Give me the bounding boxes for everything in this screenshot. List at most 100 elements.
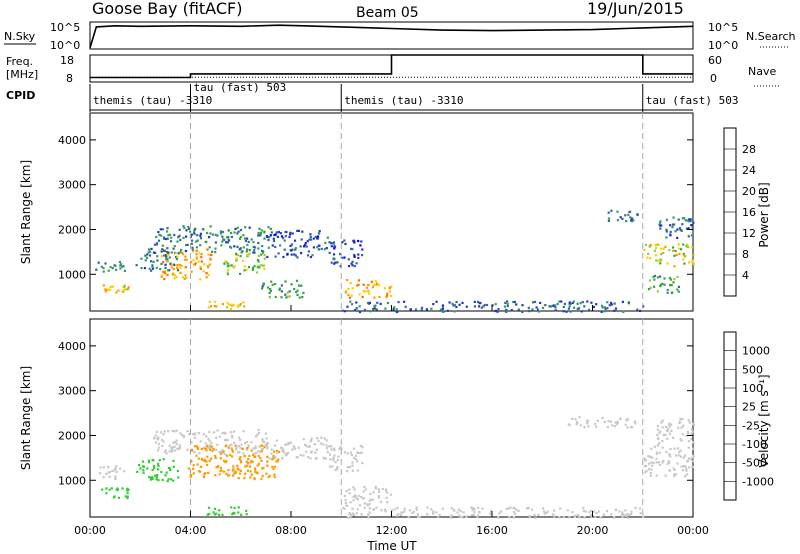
data-cell — [219, 232, 222, 235]
data-cell — [275, 439, 278, 442]
data-cell — [298, 296, 301, 299]
data-cell — [471, 508, 474, 512]
data-cell — [687, 220, 690, 223]
data-cell — [465, 305, 468, 308]
data-cell — [284, 235, 287, 238]
data-cell — [362, 283, 365, 286]
data-cell — [346, 305, 349, 308]
data-cell — [122, 290, 125, 293]
data-cell — [521, 310, 524, 314]
data-cell — [610, 209, 613, 212]
data-cell — [176, 266, 179, 269]
data-cell — [647, 468, 651, 471]
power-panel-frame — [89, 112, 694, 312]
data-cell — [578, 516, 581, 519]
data-cell — [107, 471, 110, 474]
data-cell — [233, 245, 236, 248]
data-cell — [317, 232, 320, 235]
data-cell — [655, 474, 658, 477]
data-cell — [678, 451, 681, 454]
data-cell — [102, 267, 105, 270]
data-cell — [667, 460, 670, 463]
data-cell — [218, 513, 221, 516]
data-cell — [279, 244, 282, 247]
data-cell — [691, 260, 694, 264]
data-cell — [195, 246, 198, 249]
data-cell — [590, 516, 593, 519]
data-cell — [268, 474, 271, 477]
data-cell — [385, 296, 388, 299]
data-cell — [352, 456, 356, 459]
data-cell — [190, 460, 193, 463]
data-cell — [442, 310, 445, 313]
data-cell — [249, 465, 252, 468]
data-cell — [613, 302, 616, 305]
data-cell — [246, 469, 249, 472]
data-cell — [679, 438, 682, 441]
data-cell — [218, 509, 221, 512]
data-cell — [243, 454, 246, 458]
data-cell — [105, 492, 108, 495]
data-cell — [624, 423, 627, 426]
data-cell — [256, 471, 259, 474]
data-cell — [665, 236, 668, 239]
data-cell — [606, 301, 609, 304]
data-cell — [219, 466, 222, 470]
data-cell — [153, 467, 156, 470]
data-cell — [673, 468, 676, 472]
data-cell — [586, 420, 589, 423]
data-cell — [682, 465, 685, 468]
data-cell — [196, 447, 199, 450]
colorbar-tick-label: 24 — [742, 164, 756, 177]
data-cell — [647, 455, 650, 458]
data-cell — [574, 514, 577, 517]
data-cell — [568, 302, 571, 305]
data-cell — [302, 438, 305, 441]
data-cell — [169, 468, 172, 471]
data-cell — [654, 243, 657, 246]
data-cell — [182, 253, 185, 256]
data-cell — [196, 234, 199, 237]
data-cell — [677, 285, 680, 288]
data-cell — [624, 514, 627, 517]
data-cell — [685, 219, 688, 222]
data-cell — [399, 514, 403, 517]
data-cell — [246, 464, 249, 467]
colorbar-tick-label: -25 — [742, 419, 760, 432]
data-cell — [462, 511, 465, 514]
data-cell — [681, 433, 684, 436]
data-cell — [242, 234, 245, 237]
y-tick-label: 2000 — [58, 223, 86, 236]
data-cell — [551, 513, 555, 516]
data-cell — [356, 309, 359, 312]
data-cell — [355, 512, 358, 515]
data-cell — [628, 514, 631, 517]
data-cell — [690, 458, 693, 461]
data-cell — [218, 473, 221, 476]
data-cell — [660, 253, 663, 256]
data-cell — [472, 507, 475, 510]
data-cell — [323, 248, 326, 251]
data-cell — [606, 425, 609, 429]
colorbar-tick-label: 25 — [742, 401, 756, 414]
data-cell — [659, 247, 663, 250]
data-cell — [267, 286, 270, 289]
data-cell — [346, 452, 349, 455]
data-cell — [112, 496, 116, 499]
data-cell — [512, 300, 515, 304]
data-cell — [680, 229, 683, 232]
data-cell — [677, 290, 680, 293]
data-cell — [269, 288, 272, 291]
data-cell — [181, 251, 184, 254]
data-cell — [657, 461, 660, 464]
data-cell — [192, 467, 195, 470]
data-cell — [184, 266, 187, 269]
velocity-colorbar: Velocity [m s⁻¹] 100050010025-25-100-500… — [723, 331, 774, 501]
data-cell — [172, 465, 175, 468]
data-cell — [176, 269, 180, 272]
data-cell — [627, 516, 630, 520]
data-cell — [236, 226, 239, 229]
data-cell — [115, 291, 118, 294]
nsearch-tick-low: 10^0 — [708, 39, 738, 52]
data-cell — [192, 464, 195, 467]
